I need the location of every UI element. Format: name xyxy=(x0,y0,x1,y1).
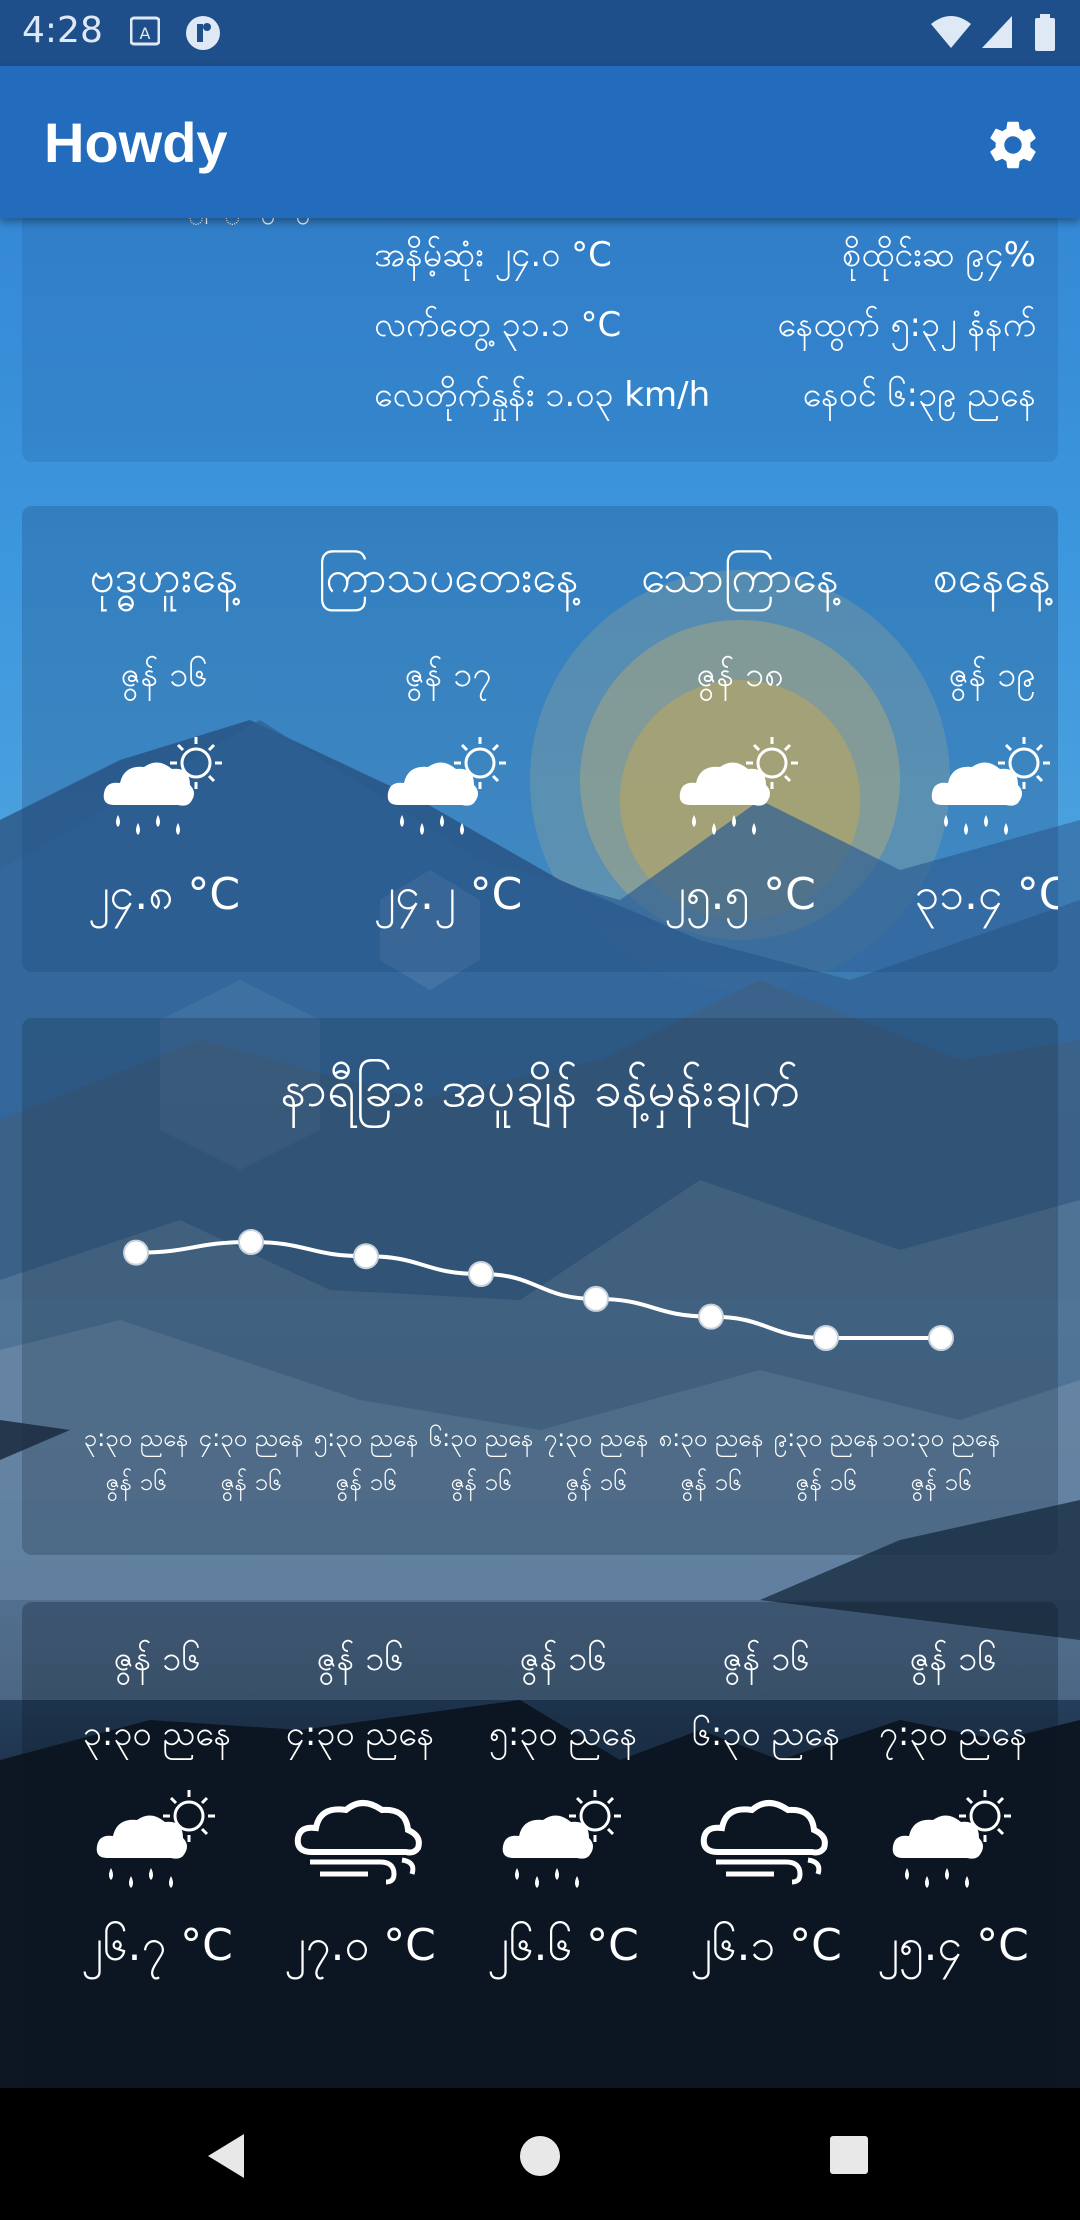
real-feel: လက်တွေ့ ၃၁.၁ °C xyxy=(374,305,622,345)
date-label: ဇွန် ၁၆ xyxy=(450,1468,512,1496)
date-label: ဇွန် ၁၆ xyxy=(910,1468,972,1496)
temp-point xyxy=(928,1325,954,1351)
hour-label: ၃:၃၀ ညနေ xyxy=(83,1424,189,1452)
forecast-date: ဇွန် ၁၆ xyxy=(722,1639,810,1679)
date-label: ဇွန် ၁၆ xyxy=(105,1468,167,1496)
day-date: ဇွန် ၁၈ xyxy=(696,655,784,695)
forecast-item[interactable]: ဇွန် ၁၆ ၆:၃၀ ညနေ ၂၆.၁ °C xyxy=(661,1636,871,1982)
day-date: ဇွန် ၁၉ xyxy=(948,655,1036,695)
day-temp: ၂၅.၅ °C xyxy=(664,869,816,920)
wind-speed: လေတိုက်နှုန်း ၁.၀၃ km/h xyxy=(374,375,711,415)
forecast-item[interactable]: ဇွန် ၁၆ ၇:၃၀ ညနေ ၂၅.၄ °C xyxy=(848,1636,1058,1982)
forecast-time: ၆:၃၀ ညနေ xyxy=(691,1714,841,1754)
temp-point xyxy=(238,1229,264,1255)
date-label: ဇွန် ၁၆ xyxy=(680,1468,742,1496)
daily-item[interactable]: စနေနေ့ ဇွန် ၁၉ ၃၁.၄ °C xyxy=(862,550,1058,931)
hour-label: ၇:၃၀ ညနေ xyxy=(543,1424,649,1452)
sunrise: နေထွက် ၅:၃၂ နံနက် xyxy=(777,305,1036,345)
settings-gear-icon[interactable] xyxy=(984,116,1042,174)
forecast-temp: ၂၆.၁ °C xyxy=(690,1920,842,1971)
daily-item[interactable]: ကြာသပတေးနေ့ ဇွန် ၁၇ ၂၄.၂ °C xyxy=(318,550,579,931)
hour-label: ၄:၃၀ ညနေ xyxy=(198,1424,304,1452)
battery-icon xyxy=(1035,14,1055,51)
forecast-temp: ၂၆.၇ °C xyxy=(81,1920,233,1971)
humidity: စိုထိုင်းဆ ၉၄% xyxy=(842,235,1036,275)
forecast-time: ၇:၃၀ ညနေ xyxy=(878,1714,1028,1754)
forecast-temp: ၂၆.၆ °C xyxy=(487,1920,639,1971)
app-bar: Howdy xyxy=(0,66,1080,218)
date-label: ဇွန် ၁၆ xyxy=(795,1468,857,1496)
day-date: ဇွန် ၁၆ xyxy=(120,655,208,695)
svg-text:A: A xyxy=(140,24,151,43)
hour-label: ၁၀:၃၀ ညနေ xyxy=(881,1424,1001,1452)
hourly-forecast-card: ဇွန် ၁၆ ၃:၃၀ ညနေ ၂၆.၇ °C ဇွန် ၁၆ ၄:၃၀ ညန… xyxy=(22,1602,1058,2142)
forecast-time: ၅:၃၀ ညနေ xyxy=(488,1714,638,1754)
hour-label: ၈:၃၀ ညနေ xyxy=(658,1424,764,1452)
current-weather-card: ါ ိ ဝ ဝ အနိမ့်ဆုံး ၂၄.၀ °C လက်တွေ့ ၃၁.၁ … xyxy=(22,200,1058,462)
hour-label: ၉:၃၀ ညနေ xyxy=(773,1424,879,1452)
app-title: Howdy xyxy=(44,111,228,174)
chart-title: နာရီခြား အပူချိန် ခန့်မှန်းချက် xyxy=(280,1060,800,1118)
rain-sun-icon xyxy=(103,737,222,835)
temp-point xyxy=(698,1303,724,1330)
min-temp: အနိမ့်ဆုံး ၂၄.၀ °C xyxy=(374,235,612,275)
windy-cloud-icon xyxy=(700,1800,828,1885)
forecast-date: ဇွန် ၁၆ xyxy=(316,1639,404,1679)
navigation-bar xyxy=(0,2088,1080,2220)
day-temp: ၂၄.၈ °C xyxy=(87,869,241,920)
temp-point xyxy=(468,1261,494,1287)
hourly-temp-chart xyxy=(123,1229,954,1351)
forecast-item[interactable]: ဇွန် ၁၆ ၃:၃၀ ညနေ ၂၆.၇ °C xyxy=(52,1636,262,1982)
rain-sun-icon xyxy=(96,1790,215,1888)
forecast-time: ၄:၃၀ ညနေ xyxy=(285,1714,435,1754)
back-icon[interactable] xyxy=(204,2132,248,2180)
forecast-date: ဇွန် ၁၆ xyxy=(113,1639,201,1679)
day-name: ကြာသပတေးနေ့ xyxy=(318,552,579,603)
rain-sun-icon xyxy=(387,737,506,835)
forecast-item[interactable]: ဇွန် ၁၆ ၅:၃၀ ညနေ ၂၆.၆ °C xyxy=(458,1636,668,1982)
temp-point xyxy=(353,1243,379,1270)
forecast-item[interactable]: ဇွန် ၁၆ ၄:၃၀ ညနေ ၂၇.၀ °C xyxy=(255,1636,465,1982)
rain-sun-icon xyxy=(679,737,798,835)
forecast-date: ဇွန် ၁၆ xyxy=(519,1639,607,1679)
day-date: ဇွန် ၁၇ xyxy=(404,655,492,695)
day-name: သောကြာနေ့ xyxy=(641,552,839,603)
sunset: နေဝင် ၆:၃၉ ညနေ xyxy=(802,375,1036,415)
wifi-icon xyxy=(931,16,971,48)
hour-label: ၆:၃၀ ညနေ xyxy=(428,1424,534,1452)
hour-label: ၅:၃၀ ညနေ xyxy=(313,1424,419,1452)
day-temp: ၃၁.၄ °C xyxy=(914,869,1058,920)
temp-point xyxy=(583,1285,609,1312)
signal-icon xyxy=(982,16,1012,48)
daily-forecast-card: ဗုဒ္ဓဟူးနေ့ ဇွန် ၁၆ ၂၄.၈ °C ကြာသပတေးနေ့ … xyxy=(22,506,1058,972)
date-label: ဇွန် ၁၆ xyxy=(220,1468,282,1496)
temp-point xyxy=(123,1239,149,1266)
forecast-time: ၃:၃၀ ညနေ xyxy=(82,1714,232,1754)
day-name: စနေနေ့ xyxy=(932,552,1052,603)
date-label: ဇွန် ၁၆ xyxy=(565,1468,627,1496)
temp-line xyxy=(135,1239,941,1340)
status-bar: 4:28 A xyxy=(0,0,1080,66)
recents-icon[interactable] xyxy=(828,2134,870,2176)
home-icon[interactable] xyxy=(518,2134,562,2178)
forecast-date: ဇွန် ၁၆ xyxy=(909,1639,997,1679)
day-name: ဗုဒ္ဓဟူးနေ့ xyxy=(89,552,239,603)
status-time: 4:28 xyxy=(22,10,103,51)
forecast-temp: ၂၅.၄ °C xyxy=(877,1920,1029,1971)
rain-sun-icon xyxy=(931,737,1050,835)
forecast-temp: ၂၇.၀ °C xyxy=(284,1920,436,1971)
keyboard-icon: A xyxy=(130,16,160,46)
date-label: ဇွန် ၁၆ xyxy=(335,1468,397,1496)
windy-cloud-icon xyxy=(294,1800,422,1885)
hourly-chart-card: နာရီခြား အပူချိန် ခန့်မှန်းချက် ၃:၃၀ ညနေ… xyxy=(22,1018,1058,1555)
temp-point xyxy=(813,1325,839,1351)
app-notification-icon xyxy=(186,16,220,50)
rain-sun-icon xyxy=(502,1790,621,1888)
daily-item[interactable]: သောကြာနေ့ ဇွန် ၁၈ ၂၅.၅ °C xyxy=(610,550,870,931)
daily-item[interactable]: ဗုဒ္ဓဟူးနေ့ ဇွန် ၁၆ ၂၄.၈ °C xyxy=(34,550,294,931)
day-temp: ၂၄.၂ °C xyxy=(373,869,523,920)
rain-sun-icon xyxy=(892,1790,1011,1888)
